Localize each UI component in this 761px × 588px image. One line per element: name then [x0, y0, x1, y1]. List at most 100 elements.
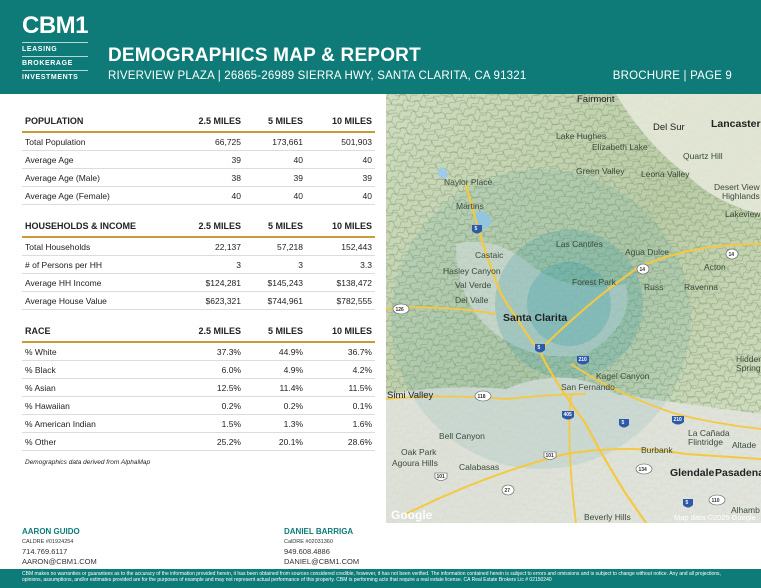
- demographics-map[interactable]: 5 14 14 126 5 210 118 405 5 210 101 134 …: [386, 94, 761, 523]
- shield-label: 5: [538, 345, 541, 351]
- table-cell: $138,472: [306, 273, 375, 292]
- table-cell: 39: [172, 150, 244, 169]
- place-label: Las Cantiles: [556, 239, 603, 249]
- contact-name: AARON GUIDO: [22, 527, 80, 536]
- radius-2-5-mile: [527, 262, 611, 346]
- contact-aaron-guido: AARON GUIDO CALDRE #01924254 714.769.611…: [22, 527, 97, 567]
- contact-phone[interactable]: 949.608.4886: [284, 547, 330, 556]
- place-label: Highlands: [722, 191, 760, 201]
- place-labels: Fairmont Lancaster Del Sur Lake Hughes E…: [387, 94, 761, 522]
- shield-icon: [501, 484, 515, 496]
- place-label: Fairmont: [577, 94, 615, 105]
- highway-118: [386, 393, 587, 400]
- contact-email[interactable]: AARON@CBM1.COM: [22, 557, 97, 566]
- santa-clarita-urban: [456, 241, 628, 357]
- place-label: Agua Dulce: [625, 247, 669, 257]
- row-label: % White: [22, 342, 172, 361]
- place-label: Calabasas: [459, 462, 499, 472]
- table-cell: 4.2%: [306, 360, 375, 379]
- highway-101: [405, 448, 761, 515]
- table-cell: 0.2%: [244, 396, 306, 415]
- shield-icon: [434, 472, 448, 481]
- place-label: La Cañada: [688, 428, 730, 438]
- table-row: % White 37.3% 44.9% 36.7%: [22, 342, 375, 361]
- place-label: Del Valle: [455, 295, 489, 305]
- column-header: 2.5 MILES: [172, 217, 244, 238]
- shield-icon: [635, 463, 653, 475]
- place-label: Pasadena: [715, 467, 761, 479]
- table-row: % Asian 12.5% 11.4% 11.5%: [22, 378, 375, 397]
- table-cell: $623,321: [172, 291, 244, 310]
- interstate-210: [570, 363, 761, 430]
- table-cell: 11.4%: [244, 378, 306, 397]
- table-cell: 0.2%: [172, 396, 244, 415]
- row-label: % Asian: [22, 378, 172, 397]
- table-cell: 25.2%: [172, 432, 244, 451]
- shield-icon: [619, 419, 629, 428]
- table-cell: 22,137: [172, 237, 244, 256]
- table-cell: 40: [244, 150, 306, 169]
- table-row: Total Population 66,725 173,661 501,903: [22, 132, 375, 151]
- table-cell: $744,961: [244, 291, 306, 310]
- column-header: POPULATION: [22, 112, 172, 133]
- place-label: Castaic: [475, 250, 504, 260]
- shield-label: 134: [639, 467, 648, 473]
- place-label: Lakeview: [725, 209, 761, 219]
- column-header: 10 MILES: [306, 322, 375, 343]
- data-source-note: Demographics data derived from AlphaMap: [25, 459, 151, 466]
- logo-line-investments: INVESTMENTS: [22, 74, 79, 81]
- place-label: Desert View: [714, 182, 761, 192]
- shield-icon: [683, 499, 693, 508]
- table-cell: 40: [306, 186, 375, 205]
- shield-label: 5: [622, 420, 625, 426]
- row-label: % Hawaiian: [22, 396, 172, 415]
- table-cell: 57,218: [244, 237, 306, 256]
- table-cell: 6.0%: [172, 360, 244, 379]
- shield-label: 210: [579, 357, 588, 363]
- contact-name: DANIEL BARRIGA: [284, 527, 354, 536]
- table-row: Total Households 22,137 57,218 152,443: [22, 237, 375, 256]
- table-row: # of Persons per HH 3 3 3.3: [22, 255, 375, 274]
- shield-label: 118: [478, 394, 486, 400]
- table-cell: 501,903: [306, 132, 375, 151]
- place-label: Kagel Canyon: [596, 371, 650, 381]
- castaic-lake: [474, 211, 492, 230]
- race-table: RACE 2.5 MILES 5 MILES 10 MILES % White 3…: [22, 322, 375, 451]
- table-cell: 3: [244, 255, 306, 274]
- column-header: RACE: [22, 322, 172, 343]
- row-label: Average Age (Female): [22, 186, 172, 205]
- table-cell: 4.9%: [244, 360, 306, 379]
- table-cell: $124,281: [172, 273, 244, 292]
- table-cell: 1.3%: [244, 414, 306, 433]
- place-label: Lake Hughes: [556, 131, 606, 141]
- table-cell: 40: [306, 150, 375, 169]
- contact-email[interactable]: DANIEL@CBM1.COM: [284, 557, 360, 566]
- table-cell: 1.5%: [172, 414, 244, 433]
- column-header: 5 MILES: [244, 112, 306, 133]
- place-label: Hidden: [736, 354, 761, 364]
- interstate-405: [568, 393, 577, 523]
- row-label: Average Age (Male): [22, 168, 172, 187]
- radius-10-mile: [391, 169, 691, 469]
- map-attribution[interactable]: Map data ©2025 Google: [674, 513, 756, 522]
- contact-phone[interactable]: 714.769.6117: [22, 547, 68, 556]
- logo-line-leasing: LEASING: [22, 43, 88, 57]
- google-logo: Google: [391, 508, 433, 522]
- place-label: Oak Park: [401, 447, 437, 457]
- column-header: 5 MILES: [244, 322, 306, 343]
- table-cell: 40: [244, 186, 306, 205]
- route-shields: 5 14 14 126 5 210 118 405 5 210 101 134 …: [392, 225, 739, 508]
- page-title: DEMOGRAPHICS MAP & REPORT: [108, 45, 421, 66]
- shield-label: 14: [729, 252, 735, 258]
- households-section: HOUSEHOLDS & INCOME 2.5 MILES 5 MILES 10…: [22, 217, 375, 310]
- place-label: Flintridge: [688, 437, 723, 447]
- place-label: Elizabeth Lake: [592, 142, 648, 152]
- race-section: RACE 2.5 MILES 5 MILES 10 MILES % White 3…: [22, 322, 375, 451]
- place-label: Quartz Hill: [683, 151, 723, 161]
- place-label: Bell Canyon: [439, 431, 485, 441]
- place-label: Agoura Hills: [392, 458, 438, 468]
- row-label: Average HH Income: [22, 273, 172, 292]
- row-label: Average Age: [22, 150, 172, 169]
- place-label: Martins: [456, 201, 484, 211]
- table-row: Average Age 39 40 40: [22, 150, 375, 169]
